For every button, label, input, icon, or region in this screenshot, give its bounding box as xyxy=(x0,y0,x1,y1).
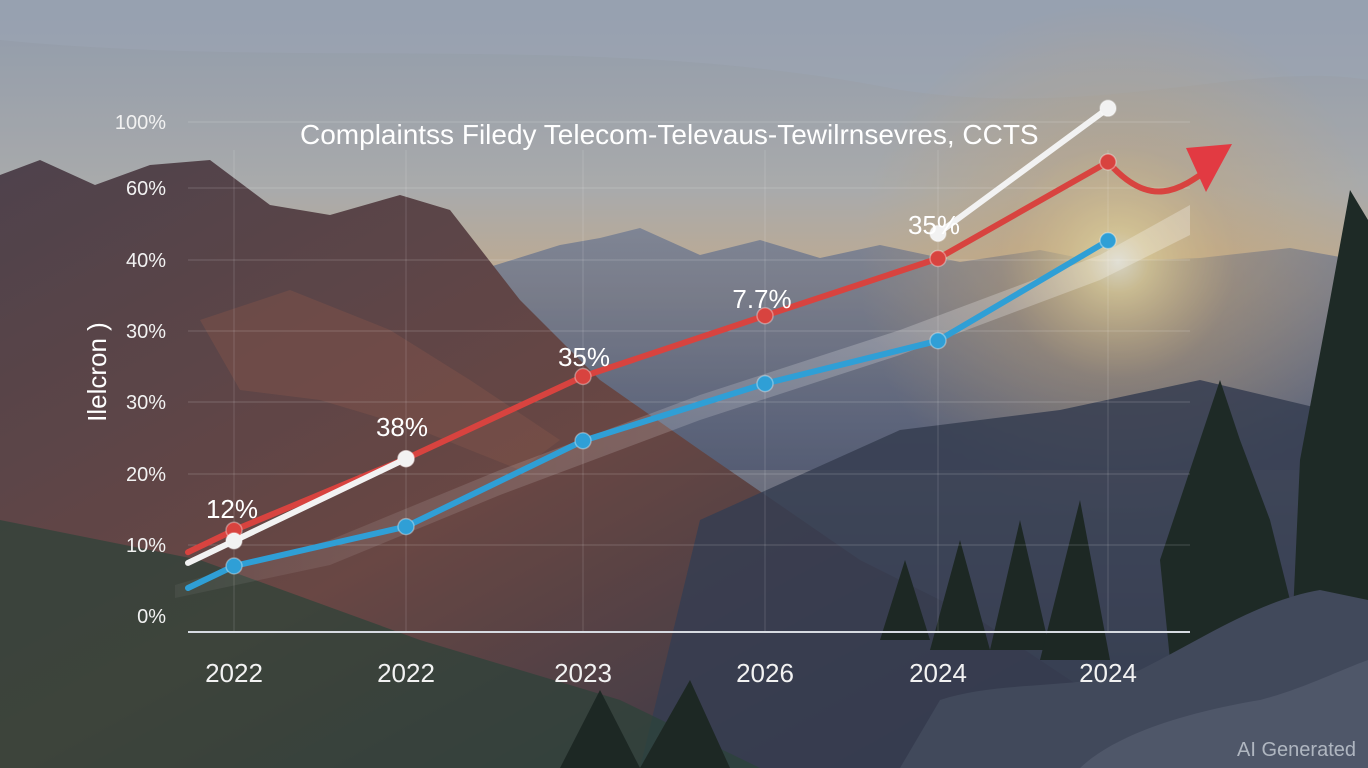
series-points xyxy=(225,99,1117,575)
data-labels: 12% 38% 35% 7.7% 35% xyxy=(206,210,960,524)
y-tick-label: 40% xyxy=(126,250,166,272)
y-tick-label: 0% xyxy=(137,606,166,628)
plot-area: 0%10%20%30%30%40%60%100% 2022 2022 2023 202… xyxy=(115,99,1232,688)
series-point xyxy=(756,306,774,325)
series-point xyxy=(397,517,415,536)
x-tick-label: 2023 xyxy=(554,658,612,688)
series-point xyxy=(225,532,243,550)
x-tick-labels: 2022 2022 2023 2026 2024 2024 xyxy=(205,658,1137,688)
series-lines xyxy=(185,105,1213,591)
x-tick-label: 2024 xyxy=(909,658,967,688)
series-point xyxy=(397,449,415,468)
series-point xyxy=(929,331,947,350)
series-point xyxy=(1099,99,1117,118)
grid-lines xyxy=(188,121,1190,632)
y-tick-label: 60% xyxy=(126,178,166,200)
trend-band xyxy=(175,205,1190,598)
watermark-text: AI Generated xyxy=(1237,739,1356,761)
y-tick-label: 30% xyxy=(126,392,166,414)
x-tick-label: 2024 xyxy=(1079,658,1137,688)
y-tick-label: 20% xyxy=(126,464,166,486)
series-line xyxy=(185,105,1111,566)
y-tick-label: 10% xyxy=(126,535,166,557)
y-tick-label: 30% xyxy=(126,321,166,343)
series-point xyxy=(225,557,243,575)
series-point xyxy=(929,249,947,268)
y-tick-label: 100% xyxy=(115,112,166,134)
data-label: 35% xyxy=(558,342,610,372)
y-axis-label: Ilelcron ) xyxy=(82,322,112,422)
data-label: 35% xyxy=(908,210,960,240)
x-tick-label: 2026 xyxy=(736,658,794,688)
series-point xyxy=(574,367,592,386)
series-point xyxy=(574,432,592,450)
x-tick-label: 2022 xyxy=(377,658,435,688)
data-label: 7.7% xyxy=(732,284,791,314)
series-point xyxy=(1099,231,1117,250)
x-tick-label: 2022 xyxy=(205,658,263,688)
data-label: 12% xyxy=(206,494,258,524)
series-line xyxy=(185,237,1111,591)
series-point xyxy=(929,224,947,243)
y-tick-labels: 0% 10% 20% 30% 30% 40% 60% 100% xyxy=(115,112,166,628)
trend-arrowhead xyxy=(1186,144,1232,192)
data-label: 38% xyxy=(376,412,428,442)
series-point xyxy=(756,374,774,393)
chart-title: Complaintss Filedy Telecom-Televaus-Tewi… xyxy=(300,119,1039,150)
series-point xyxy=(1099,153,1117,171)
